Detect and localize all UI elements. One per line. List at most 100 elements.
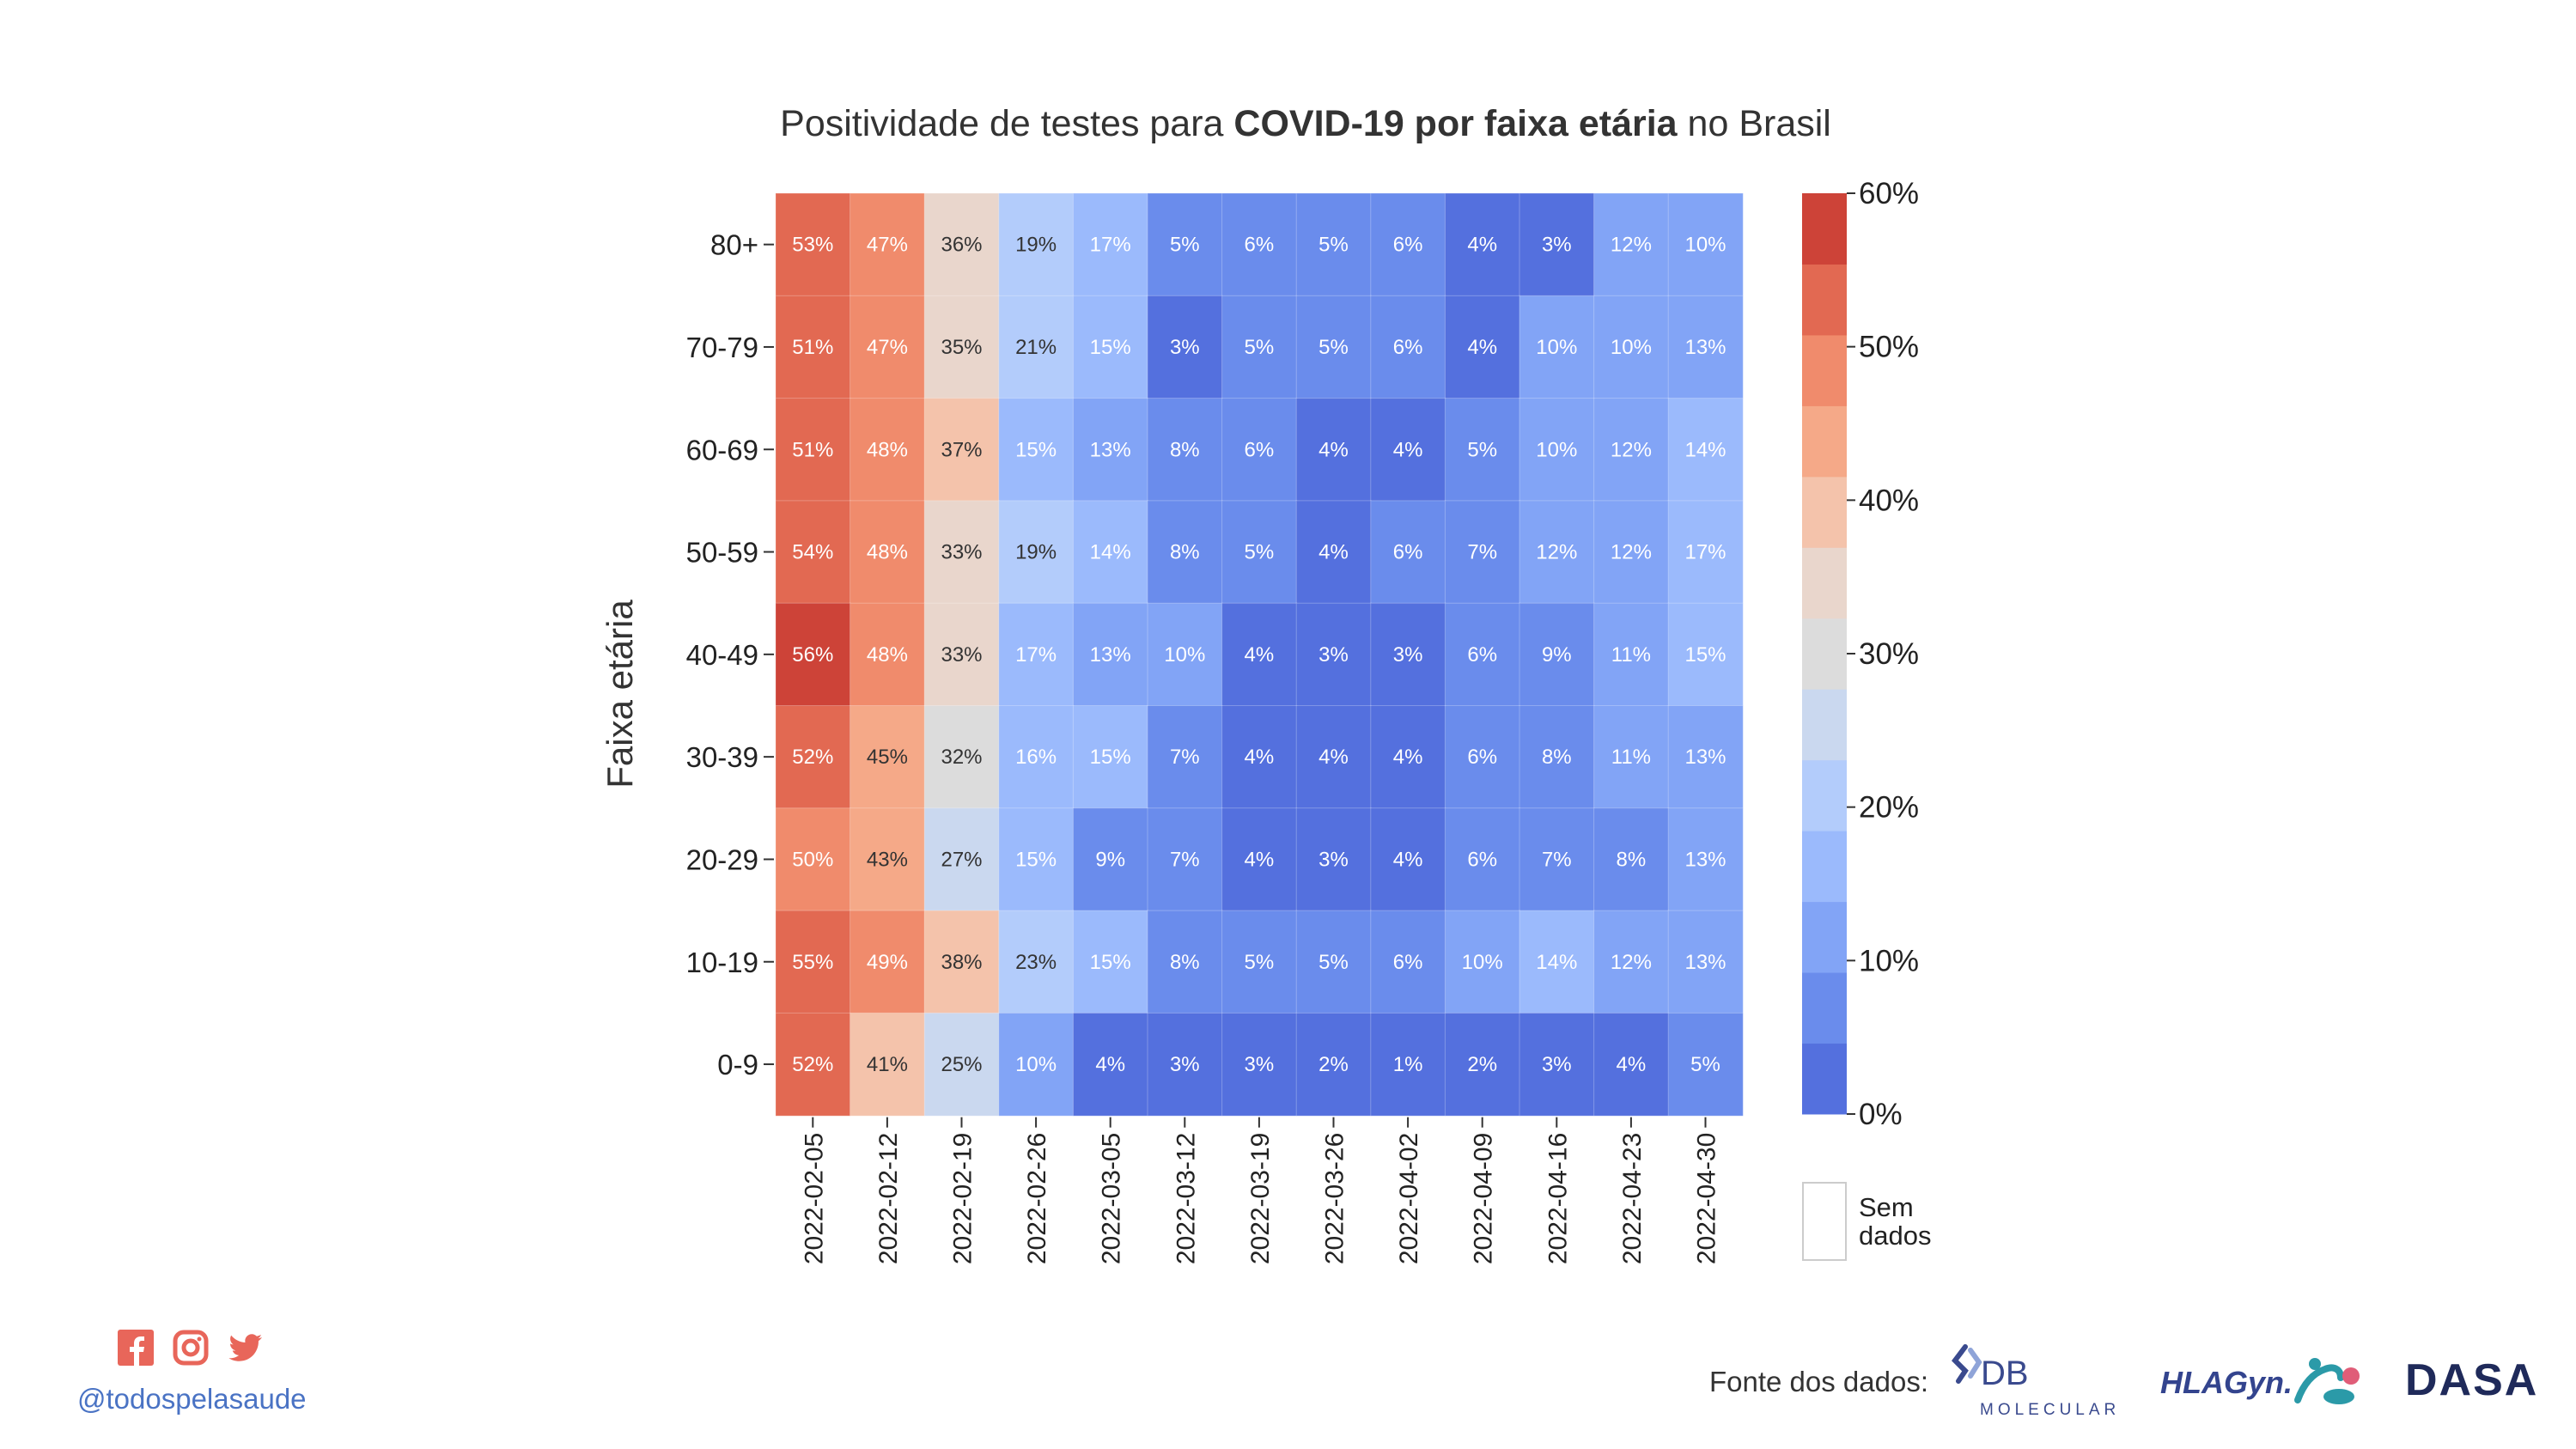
y-tick-label: 60-69: [686, 434, 758, 466]
heatmap-cell: [775, 602, 851, 707]
colorbar-band: [1802, 689, 1847, 761]
cell-value-label: 37%: [941, 438, 982, 461]
heatmap-cell: [998, 1012, 1075, 1117]
social-icons: [118, 1330, 264, 1366]
colorbar-band: [1802, 759, 1847, 831]
cell-value-label: 14%: [1090, 541, 1131, 564]
cell-value-label: 3%: [1393, 643, 1423, 667]
y-tick-label: 50-59: [686, 537, 758, 569]
cell-value-label: 6%: [1467, 643, 1497, 667]
colorbar-band: [1802, 831, 1847, 903]
heatmap-cell: [1444, 705, 1521, 809]
x-tick-label: 2022-03-19: [1246, 1133, 1275, 1264]
cell-value-label: 27%: [941, 848, 982, 871]
cell-value-label: 1%: [1393, 1053, 1423, 1076]
heatmap-cell: [850, 705, 926, 809]
heatmap-cell: [923, 295, 1000, 399]
y-tick-label: 30-39: [686, 741, 758, 773]
colorbar-tick-label: 20%: [1859, 791, 1919, 825]
heatmap-cell: [1295, 910, 1372, 1014]
cell-value-label: 4%: [1318, 746, 1349, 769]
cell-value-label: 4%: [1245, 746, 1275, 769]
y-tick-label: 40-49: [686, 639, 758, 671]
cell-value-label: 49%: [867, 951, 908, 974]
cell-value-label: 17%: [1015, 643, 1057, 667]
social-handle[interactable]: @todospelasaude: [77, 1383, 307, 1415]
cell-value-label: 17%: [1090, 234, 1131, 257]
colorbar-tick-label: 50%: [1859, 331, 1919, 364]
cell-value-label: 48%: [867, 643, 908, 667]
heatmap-cell: [923, 602, 1000, 707]
twitter-icon[interactable]: [228, 1330, 264, 1366]
heatmap-cell: [775, 295, 851, 399]
heatmap-cell: [1444, 807, 1521, 912]
colorbar-tick-label: 10%: [1859, 944, 1919, 977]
cell-value-label: 4%: [1245, 643, 1275, 667]
cell-value-label: 8%: [1170, 951, 1200, 974]
cell-value-label: 7%: [1542, 848, 1572, 871]
heatmap-cell: [775, 910, 851, 1014]
cell-value-label: 13%: [1090, 643, 1131, 667]
heatmap-cell: [1295, 807, 1372, 912]
hlagyn-logo: HLAGyn.: [2160, 1349, 2366, 1417]
heatmap-cell: [1221, 910, 1298, 1014]
colorbar-band: [1802, 405, 1847, 478]
heatmap-cell: [998, 705, 1075, 809]
cell-value-label: 7%: [1467, 541, 1497, 564]
cell-value-label: 52%: [792, 1053, 833, 1076]
cell-value-label: 5%: [1318, 234, 1349, 257]
cell-value-label: 4%: [1467, 336, 1497, 359]
heatmap-cell: [1072, 602, 1149, 707]
cell-value-label: 36%: [941, 234, 982, 257]
heatmap-cell: [1444, 192, 1521, 297]
x-tick-label: 2022-04-16: [1544, 1133, 1572, 1264]
colorbar-band: [1802, 193, 1847, 265]
cell-value-label: 11%: [1611, 746, 1651, 769]
cell-value-label: 14%: [1684, 438, 1726, 461]
heatmap-cell: [1221, 500, 1298, 605]
cell-value-label: 53%: [792, 234, 833, 257]
heatmap-cell: [923, 705, 1000, 809]
x-tick-label: 2022-03-05: [1098, 1133, 1126, 1264]
cell-value-label: 7%: [1170, 848, 1200, 871]
cell-value-label: 8%: [1170, 541, 1200, 564]
heatmap-cell: [775, 807, 851, 912]
cell-value-label: 4%: [1318, 438, 1349, 461]
heatmap-cell: [1519, 500, 1595, 605]
heatmap-cell: [1667, 807, 1744, 912]
cell-value-label: 15%: [1090, 951, 1131, 974]
missing-data-swatch: [1802, 1182, 1847, 1261]
colorbar-tick-label: 60%: [1859, 177, 1919, 210]
cell-value-label: 5%: [1467, 438, 1497, 461]
cell-value-label: 4%: [1467, 234, 1497, 257]
colorbar-band: [1802, 901, 1847, 973]
cell-value-label: 48%: [867, 438, 908, 461]
instagram-icon[interactable]: [173, 1330, 209, 1366]
cell-value-label: 10%: [1684, 234, 1726, 257]
heatmap-cell: [1667, 602, 1744, 707]
cell-value-label: 2%: [1467, 1053, 1497, 1076]
missing-data-label: Sem: [1859, 1192, 1914, 1222]
cell-value-label: 6%: [1393, 336, 1423, 359]
cell-value-label: 4%: [1245, 848, 1275, 871]
colorbar-band: [1802, 334, 1847, 406]
heatmap-cell: [1221, 398, 1298, 502]
heatmap-cell: [923, 910, 1000, 1014]
cell-value-label: 33%: [941, 643, 982, 667]
cell-value-label: 4%: [1393, 746, 1423, 769]
cell-value-label: 17%: [1684, 541, 1726, 564]
heatmap-cell: [998, 602, 1075, 707]
cell-value-label: 3%: [1318, 848, 1349, 871]
heatmap-cell: [850, 295, 926, 399]
x-tick-label: 2022-04-02: [1395, 1133, 1423, 1264]
cell-value-label: 12%: [1611, 234, 1652, 257]
cell-value-label: 9%: [1542, 643, 1572, 667]
cell-value-label: 35%: [941, 336, 982, 359]
heatmap-cell: [1444, 398, 1521, 502]
cell-value-label: 11%: [1611, 643, 1651, 667]
cell-value-label: 25%: [941, 1053, 982, 1076]
heatmap-cell: [1593, 602, 1670, 707]
cell-value-label: 4%: [1318, 541, 1349, 564]
facebook-icon[interactable]: [118, 1330, 154, 1366]
cell-value-label: 38%: [941, 951, 982, 974]
